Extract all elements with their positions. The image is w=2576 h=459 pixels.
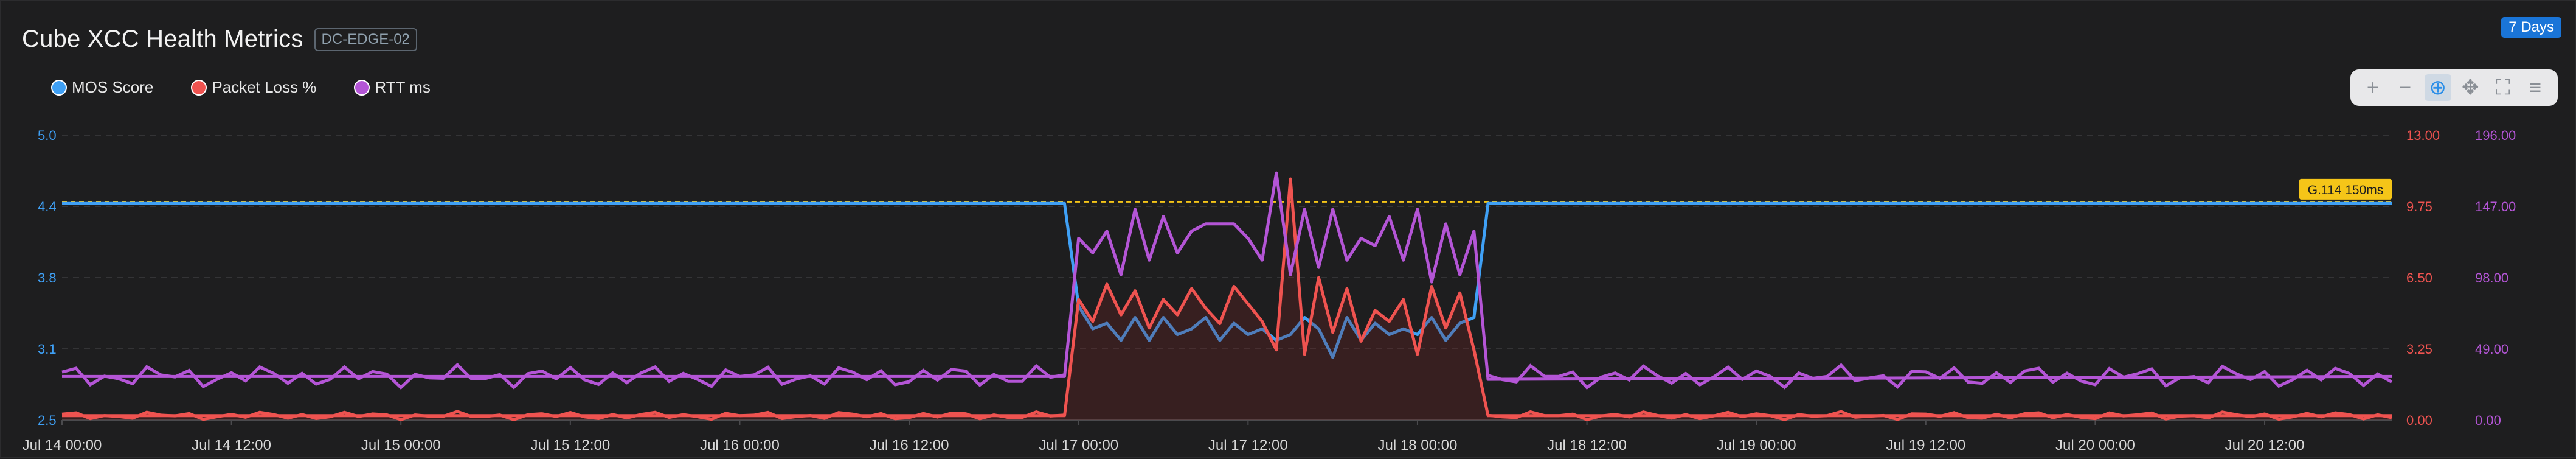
y-right2-tick-label: 49.00 bbox=[2475, 342, 2508, 357]
x-tick-label: Jul 14 00:00 bbox=[23, 437, 102, 454]
y-right2-tick-label: 196.00 bbox=[2475, 128, 2516, 143]
y-left-tick-label: 5.0 bbox=[38, 128, 57, 143]
x-tick-label: Jul 19 00:00 bbox=[1717, 437, 1796, 454]
x-tick-label: Jul 16 12:00 bbox=[870, 437, 949, 454]
packet-loss-area bbox=[62, 179, 2392, 420]
y-left-tick-label: 4.4 bbox=[38, 199, 57, 214]
legend-swatch bbox=[191, 79, 207, 96]
y-right2-tick-label: 0.00 bbox=[2475, 413, 2501, 428]
x-tick-label: Jul 17 00:00 bbox=[1039, 437, 1118, 454]
series-line-rtt-ms-baseline bbox=[1487, 363, 2393, 390]
legend-item-packet-loss[interactable]: Packet Loss % bbox=[191, 78, 316, 97]
x-tick-label: Jul 15 12:00 bbox=[530, 437, 610, 454]
legend-label: Packet Loss % bbox=[212, 78, 317, 96]
x-tick-label: Jul 15 00:00 bbox=[361, 437, 441, 454]
y-right1-tick-label: 0.00 bbox=[2406, 413, 2432, 428]
series-line-rtt-ms bbox=[62, 171, 2392, 381]
y-right2-tick-label: 147.00 bbox=[2475, 199, 2516, 214]
threshold-label: G.114 150ms bbox=[2308, 183, 2384, 197]
x-tick-label: Jul 16 00:00 bbox=[700, 437, 780, 454]
x-tick-label: Jul 18 00:00 bbox=[1378, 437, 1458, 454]
legend-swatch bbox=[51, 79, 67, 96]
time-range-badge[interactable]: 7 Days bbox=[2501, 17, 2561, 38]
threshold-label-box bbox=[2299, 178, 2392, 200]
x-tick-label: Jul 20 00:00 bbox=[2055, 437, 2135, 454]
selection-zoom-icon[interactable]: ⊕ bbox=[2424, 74, 2451, 101]
legend-label: MOS Score bbox=[72, 78, 154, 96]
device-tag: DC-EDGE-02 bbox=[314, 27, 417, 51]
y-left-tick-label: 3.8 bbox=[38, 270, 57, 286]
y-right1-tick-label: 9.75 bbox=[2406, 199, 2432, 214]
legend-swatch bbox=[354, 79, 370, 96]
legend-item-rtt-ms[interactable]: RTT ms bbox=[354, 78, 431, 97]
zoom-out-icon[interactable]: − bbox=[2399, 75, 2412, 99]
y-right1-tick-label: 3.25 bbox=[2406, 342, 2432, 357]
series-line-rtt-ms-baseline bbox=[61, 362, 1065, 390]
chart-legend: MOS Score Packet Loss % RTT ms bbox=[51, 78, 431, 97]
pan-icon[interactable]: ✥ bbox=[2462, 76, 2479, 99]
x-tick-label: Jul 19 12:00 bbox=[1886, 437, 1965, 454]
series-line-packet-loss bbox=[62, 177, 2392, 418]
x-tick-label: Jul 14 12:00 bbox=[192, 437, 271, 454]
reset-zoom-icon[interactable]: ⛶ bbox=[2495, 75, 2510, 99]
menu-icon[interactable]: ≡ bbox=[2529, 75, 2542, 99]
y-right2-tick-label: 98.00 bbox=[2475, 270, 2508, 286]
y-left-tick-label: 2.5 bbox=[38, 413, 57, 428]
legend-label: RTT ms bbox=[375, 78, 431, 96]
panel-title: Cube XCC Health Metrics bbox=[22, 26, 303, 52]
zoom-in-icon[interactable]: + bbox=[2366, 75, 2379, 99]
y-right1-tick-label: 6.50 bbox=[2406, 270, 2432, 286]
x-tick-label: Jul 20 12:00 bbox=[2225, 437, 2305, 454]
y-right1-tick-label: 13.00 bbox=[2406, 128, 2440, 143]
panel-header: Cube XCC Health Metrics DC-EDGE-02 bbox=[22, 26, 417, 53]
series-line-packet-loss-baseline bbox=[61, 410, 1065, 422]
series-line-packet-loss-baseline bbox=[1487, 410, 2392, 422]
chart-toolbar: + − ⊕ ✥ ⛶ ≡ bbox=[2350, 69, 2558, 106]
legend-item-mos-score[interactable]: MOS Score bbox=[51, 78, 153, 97]
x-tick-label: Jul 18 12:00 bbox=[1547, 437, 1627, 454]
x-tick-label: Jul 17 12:00 bbox=[1208, 437, 1288, 454]
y-left-tick-label: 3.1 bbox=[38, 342, 57, 357]
